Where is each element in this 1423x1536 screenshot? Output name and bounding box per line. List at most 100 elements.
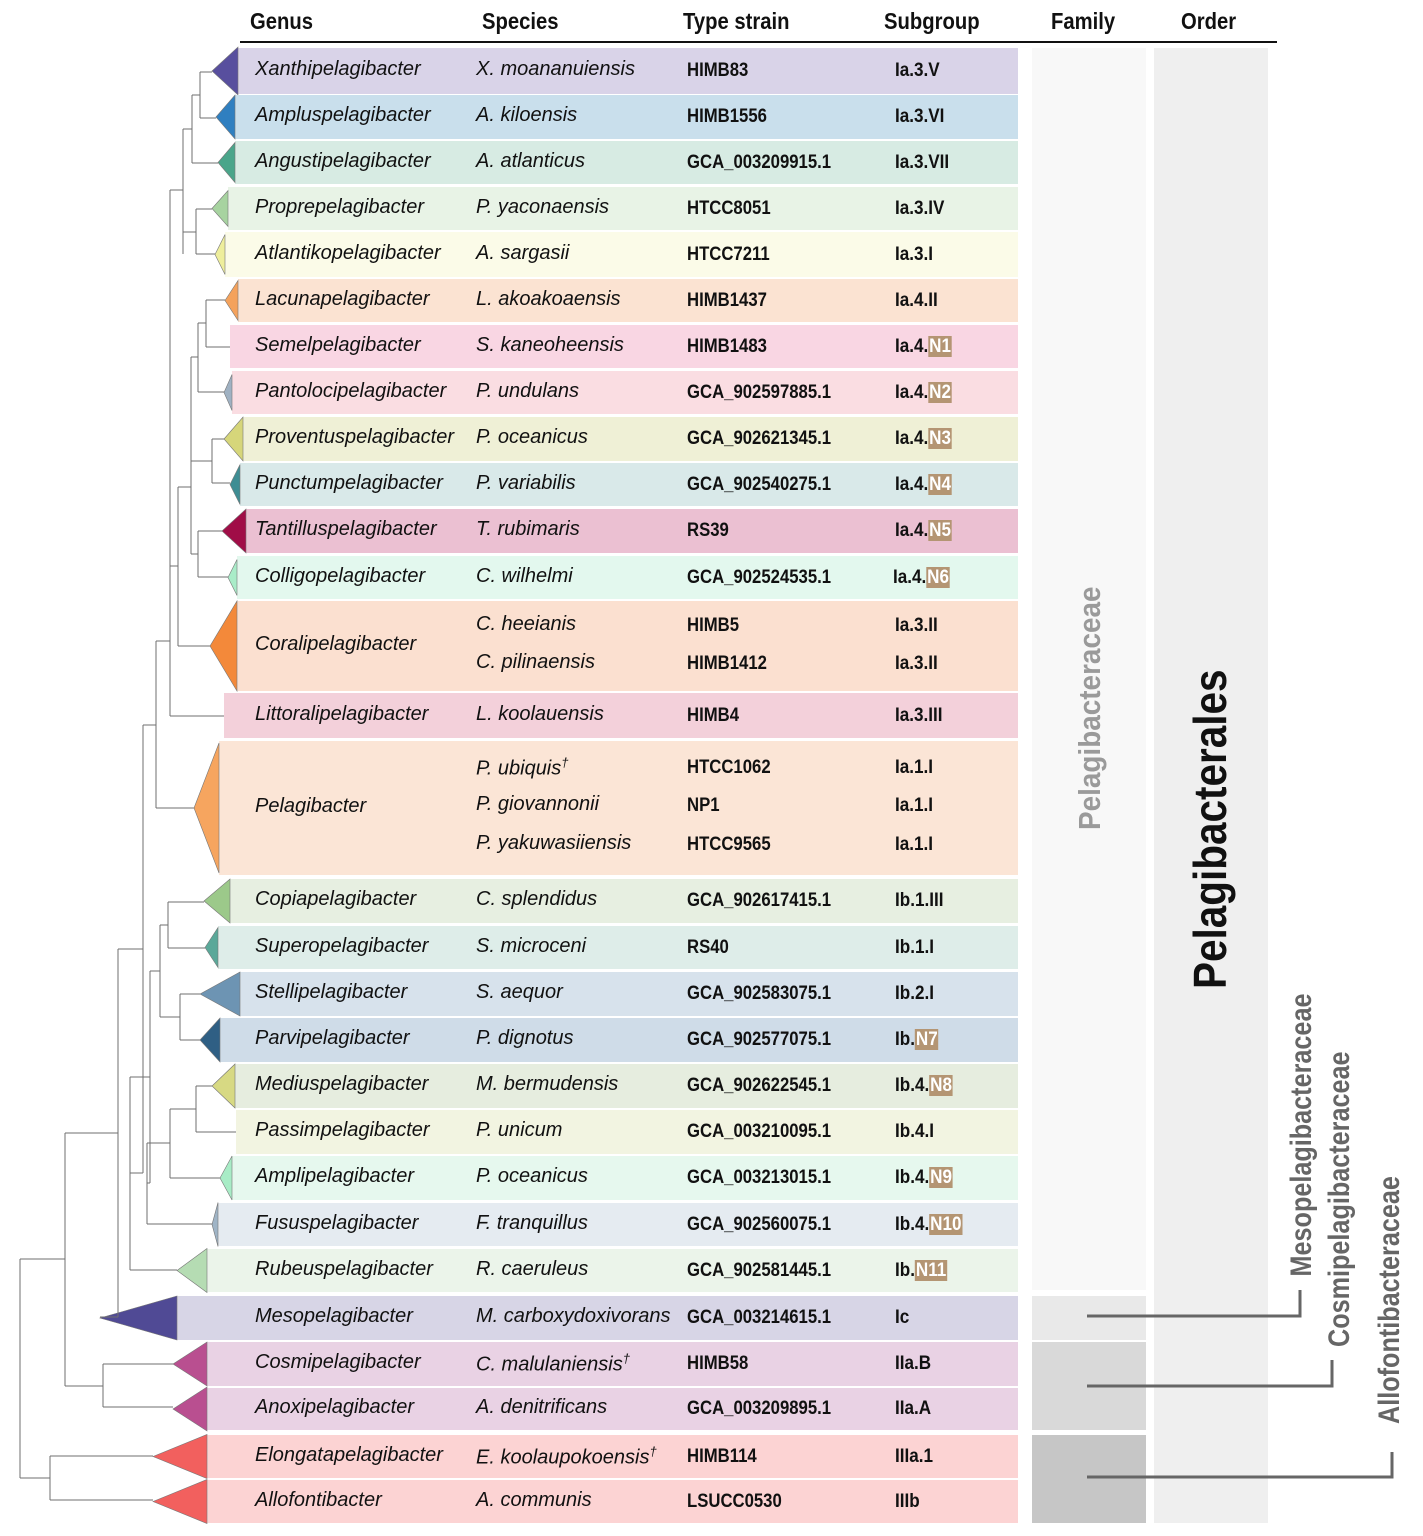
- type-strain-label: HIMB1483: [687, 335, 767, 357]
- subgroup-label: Ic: [895, 1307, 909, 1329]
- type-strain-label: GCA_003213015.1: [687, 1167, 832, 1188]
- type-strain-label: GCA_902560075.1: [687, 1213, 832, 1235]
- species-name: P. ubiquis: [476, 757, 562, 780]
- type-strain-label: GCA_003209915.1: [687, 151, 832, 173]
- species-name: R. caeruleus: [476, 1257, 589, 1280]
- species-name: S. aequor: [476, 981, 563, 1003]
- species-name: P. undulans: [476, 379, 580, 402]
- order-column: [1154, 48, 1268, 1523]
- subgroup-label: Ia.1.I: [895, 757, 933, 779]
- subgroup-prefix: Ib.4.: [895, 1167, 930, 1188]
- subgroup-label: IIIa.1: [895, 1446, 933, 1468]
- type-strain-label: HIMB4: [687, 704, 740, 726]
- species-label: A. communis: [476, 1489, 592, 1512]
- species-label: C. splendidus: [476, 888, 597, 911]
- leader-line-allofontibacteraceae: [1087, 1452, 1394, 1479]
- species-name: F. tranquillus: [476, 1211, 588, 1234]
- type-strain-label: HIMB1437: [687, 289, 767, 311]
- type-strain-label: GCA_902617415.1: [687, 890, 832, 911]
- header-species: Species: [482, 8, 559, 34]
- subgroup-prefix: Ia.3.III: [895, 704, 943, 726]
- clade-triangle-anoxipelagibacter: [172, 1386, 208, 1432]
- clade-triangle-superopelagibacter: [204, 926, 219, 969]
- species-name: A. denitrificans: [476, 1396, 608, 1418]
- type-species-dagger: †: [622, 1351, 630, 1366]
- row-background-angustipelagibacter: [235, 141, 1018, 184]
- genus-label: Atlantikopelagibacter: [255, 241, 441, 264]
- subgroup-prefix: Ib.: [895, 1259, 915, 1281]
- type-strain-label: GCA_902597885.1: [687, 381, 832, 403]
- row-background-stellipelagibacter: [240, 972, 1018, 1016]
- species-label: S. microceni: [476, 935, 586, 958]
- clade-triangle-rubeuspelagibacter: [176, 1247, 208, 1294]
- species-name: L. akoakoaensis: [476, 287, 621, 310]
- genus-label: Mesopelagibacter: [255, 1305, 413, 1327]
- subgroup-label: Ib.4.I: [895, 1121, 934, 1143]
- genus-label: Passimpelagibacter: [255, 1119, 430, 1141]
- clade-triangle-tantilluspelagibacter: [221, 508, 247, 554]
- header-type-strain: Type strain: [683, 8, 790, 34]
- novel-subgroup-badge: N7: [914, 1029, 939, 1050]
- subgroup-prefix: Ia.3.IV: [895, 197, 945, 219]
- species-label: C. pilinaensis: [476, 651, 595, 674]
- row-background-pantolocipelagibacter: [232, 371, 1018, 414]
- subgroup-label: Ib.4.N8: [895, 1075, 953, 1097]
- row-background-atlantikopelagibacter: [225, 232, 1018, 277]
- genus-label: Anoxipelagibacter: [255, 1396, 414, 1418]
- row-background-anoxipelagibacter: [207, 1388, 1018, 1430]
- family-column-pelagibacteraceae: [1032, 48, 1146, 1290]
- row-background-elongatapelagibacter: [207, 1435, 1018, 1478]
- type-strain-label: GCA_902524535.1: [687, 566, 832, 588]
- subgroup-label: Ia.3.VI: [895, 106, 944, 128]
- genus-label: Fususpelagibacter: [255, 1211, 419, 1234]
- subgroup-label: Ib.4.N10: [895, 1213, 963, 1236]
- genus-label: Stellipelagibacter: [255, 981, 408, 1003]
- subgroup-label: Ia.4.N1: [895, 335, 952, 358]
- subgroup-prefix: Ib.4.: [895, 1213, 930, 1235]
- species-label: X. moananuiensis: [476, 58, 635, 81]
- row-background-proprepelagibacter: [228, 187, 1018, 230]
- row-background-pelagibacter: [219, 741, 1018, 875]
- subgroup-prefix: IIa.B: [895, 1353, 932, 1374]
- species-name: P. oceanicus: [476, 1165, 588, 1187]
- clade-triangle-colligopelagibacter: [227, 559, 238, 596]
- row-background-parvipelagibacter: [220, 1018, 1018, 1062]
- genus-label: Mediuspelagibacter: [255, 1073, 429, 1095]
- species-label: T. rubimaris: [476, 518, 580, 541]
- subgroup-label: IIa.A: [895, 1398, 931, 1420]
- clade-triangle-pantolocipelagibacter: [223, 374, 233, 411]
- subgroup-label: Ib.N11: [895, 1259, 948, 1282]
- species-label: A. sargasii: [476, 242, 569, 265]
- subgroup-prefix: Ib.1.I: [895, 936, 934, 958]
- type-strain-label: HTCC1062: [687, 757, 771, 778]
- species-label: P. yaconaensis: [476, 196, 609, 219]
- subgroup-prefix: Ia.4.: [895, 473, 929, 495]
- subgroup-prefix: Ia.3.VII: [895, 151, 950, 173]
- genus-label: Colligopelagibacter: [255, 564, 426, 587]
- type-strain-label: GCA_003210095.1: [687, 1121, 832, 1142]
- row-background-coralipelagibacter: [237, 601, 1018, 691]
- species-name: S. microceni: [476, 934, 587, 957]
- species-name: P. giovannonii: [476, 793, 600, 815]
- genus-label: Proventuspelagibacter: [255, 426, 455, 448]
- species-label: P. variabilis: [476, 472, 576, 495]
- type-strain-label: HIMB5: [687, 615, 740, 636]
- type-strain-label: GCA_902621345.1: [687, 428, 832, 449]
- row-background-copiapelagibacter: [230, 879, 1018, 923]
- genus-label: Coralipelagibacter: [255, 633, 417, 655]
- subgroup-label: Ia.4.N4: [895, 473, 952, 496]
- subgroup-label: Ia.1.I: [895, 834, 933, 856]
- subgroup-label: Ia.3.IV: [895, 198, 944, 220]
- subgroup-label: Ib.N7: [895, 1029, 939, 1051]
- subgroup-prefix: Ib.2.I: [895, 983, 934, 1004]
- row-background-proventuspelagibacter: [243, 417, 1018, 461]
- species-label: C. wilhelmi: [476, 565, 573, 588]
- type-species-dagger: †: [561, 755, 569, 770]
- species-label: A. kiloensis: [476, 104, 577, 127]
- subgroup-prefix: Ia.4.: [895, 520, 929, 541]
- subgroup-label: Ia.3.V: [895, 60, 940, 82]
- subgroup-prefix: Ia.3.VI: [895, 106, 945, 127]
- subgroup-label: Ia.3.III: [895, 705, 943, 727]
- type-strain-label: GCA_003214615.1: [687, 1307, 832, 1328]
- row-background-ampluspelagibacter: [235, 95, 1018, 139]
